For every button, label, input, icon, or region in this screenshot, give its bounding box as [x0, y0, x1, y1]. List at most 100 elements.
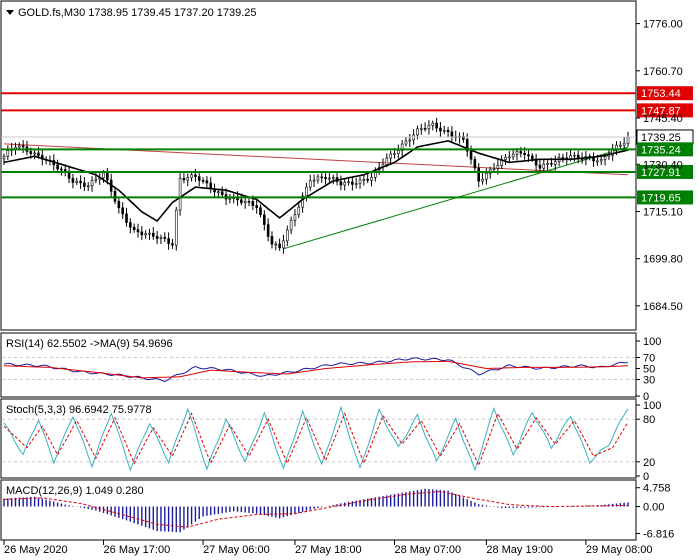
candle-body: [171, 243, 174, 246]
time-tick-label: 28 May 07:00: [394, 544, 461, 556]
candle-body: [550, 162, 553, 165]
candle-body: [439, 127, 442, 132]
rsi-layer: [2, 357, 635, 383]
candle-body: [519, 151, 523, 154]
candle-body: [592, 157, 595, 162]
candle-body: [152, 232, 155, 237]
dropdown-triangle-icon[interactable]: [6, 10, 14, 15]
candle-body: [90, 180, 94, 187]
stoch-main-line: [3, 405, 629, 472]
candle-body: [331, 177, 335, 179]
stoch-label: Stoch(5,3,3) 96.6942 75.9778: [6, 404, 152, 416]
candle-body: [523, 152, 526, 155]
macd-tick-label: 0.00: [643, 502, 664, 514]
candle-body: [596, 160, 599, 163]
stoch-tick-label: 80: [643, 414, 655, 426]
time-tick-label: 29 May 08:00: [586, 544, 653, 556]
candle-body: [450, 131, 454, 137]
candle-body: [385, 157, 389, 165]
level-label-bg-1: [637, 103, 693, 118]
candle-body: [94, 178, 98, 181]
candle-body: [251, 201, 255, 206]
stoch-tick-label: 100: [643, 400, 661, 412]
candle-body: [301, 195, 304, 208]
stoch-layer: [2, 405, 635, 472]
moving-average-line: [3, 139, 629, 223]
candle-body: [370, 176, 373, 181]
macd-label: MACD(12,26,9) 1.049 0.280: [6, 485, 144, 497]
candle-body: [481, 178, 484, 182]
candle-body: [324, 177, 327, 180]
candle-body: [354, 183, 358, 185]
rsi-main-line: [3, 357, 629, 383]
candle-body: [217, 191, 220, 194]
price-tick-label: 1730.40: [643, 159, 683, 171]
candle-body: [33, 152, 36, 155]
candle-body: [504, 157, 507, 160]
candle-body: [71, 178, 75, 183]
level-label-4: 1727.91: [641, 167, 681, 179]
candle-body: [79, 180, 82, 184]
stoch-signal-line: [3, 412, 629, 467]
candle-body: [508, 156, 511, 159]
candle-body: [106, 172, 109, 181]
candle-body: [351, 181, 354, 185]
candle-body: [29, 151, 33, 154]
candle-body: [569, 155, 572, 160]
candle-body: [136, 229, 140, 233]
rsi-panel[interactable]: [0, 332, 637, 398]
rsi-signal-line: [3, 360, 629, 379]
price-panel[interactable]: [0, 0, 637, 331]
candle-body: [626, 137, 630, 144]
candle-body: [86, 185, 90, 188]
rsi-tick-label: 100: [643, 336, 661, 348]
candle-body: [305, 186, 308, 197]
price-tick-label: 1745.40: [643, 113, 683, 125]
candle-body: [60, 168, 63, 171]
candle-body: [140, 231, 144, 236]
candle-body: [435, 122, 438, 129]
price-tick-label: 1760.70: [643, 66, 683, 78]
candle-body: [320, 176, 324, 179]
candle-body: [542, 163, 546, 169]
candle-body: [197, 176, 201, 181]
candle-body: [515, 151, 519, 155]
candle-body: [56, 164, 59, 170]
candle-body: [190, 174, 193, 178]
time-tick-label: 27 May 18:00: [295, 544, 362, 556]
candle-body: [155, 236, 159, 239]
candle-body: [553, 161, 557, 165]
level-label-5: 1719.65: [641, 192, 681, 204]
candle-body: [416, 128, 419, 136]
candle-body: [599, 159, 603, 162]
candle-body: [159, 237, 163, 239]
time-tick-label: 26 May 17:00: [104, 544, 171, 556]
price-tick-label: 1776.00: [643, 19, 683, 31]
candle-body: [400, 143, 404, 151]
candle-body: [255, 205, 258, 208]
rsi-label: RSI(14) 62.5502 ->MA(9) 54.9696: [6, 338, 173, 350]
macd-tick-label: 4.758: [643, 483, 671, 495]
candle-body: [622, 142, 626, 146]
macd-tick-label: -6.816: [643, 529, 674, 541]
candle-body: [240, 199, 243, 204]
candle-body: [6, 150, 10, 157]
candle-body: [393, 153, 396, 155]
candle-body: [469, 150, 473, 160]
candle-body: [201, 180, 205, 182]
candle-body: [289, 219, 293, 231]
candle-body: [347, 181, 350, 184]
candle-body: [297, 206, 301, 216]
candle-body: [423, 128, 427, 130]
candle-body: [278, 243, 281, 249]
stoch-panel[interactable]: [0, 398, 637, 479]
candle-body: [75, 180, 79, 183]
candle-body: [163, 237, 167, 239]
candle-body: [561, 157, 565, 159]
candle-body: [102, 172, 105, 179]
candle-body: [274, 243, 278, 246]
candle-body: [546, 162, 549, 165]
price-tick-label: 1699.80: [643, 254, 683, 266]
candle-body: [18, 145, 21, 148]
